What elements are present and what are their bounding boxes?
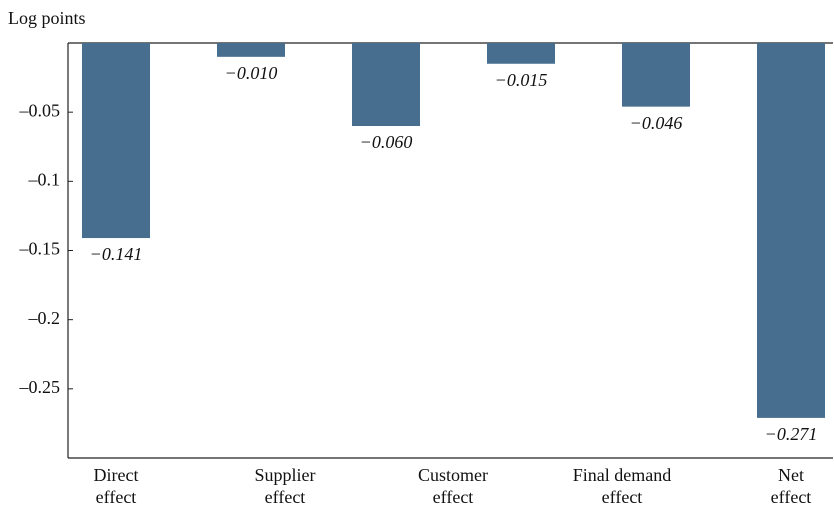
y-axis-label: Log points: [8, 8, 86, 28]
x-tick-label: effect: [602, 487, 643, 507]
y-tick-label: –0.2: [28, 308, 61, 328]
x-tick-label: Supplier: [255, 465, 316, 485]
value-label: −0.010: [225, 63, 278, 83]
bar: [487, 43, 555, 64]
x-tick-label: Net: [778, 465, 804, 485]
value-label: −0.141: [90, 244, 143, 264]
value-label: −0.015: [495, 70, 548, 90]
y-tick-label: –0.05: [19, 100, 61, 120]
bar: [622, 43, 690, 107]
x-tick-label: effect: [96, 487, 137, 507]
y-tick-label: –0.15: [19, 239, 61, 259]
x-tick-label: effect: [433, 487, 474, 507]
bar: [82, 43, 150, 239]
value-label: −0.271: [765, 424, 818, 444]
y-tick-label: –0.25: [19, 377, 61, 397]
x-tick-label: Final demand: [573, 465, 671, 485]
y-tick-label: –0.1: [28, 169, 61, 189]
value-label: −0.046: [630, 113, 683, 133]
bar: [757, 43, 825, 418]
x-tick-label: effect: [771, 487, 812, 507]
x-tick-label: Direct: [94, 465, 139, 485]
x-tick-label: effect: [265, 487, 306, 507]
value-label: −0.060: [360, 132, 413, 152]
x-tick-label: Customer: [418, 465, 488, 485]
bar: [217, 43, 285, 57]
bar: [352, 43, 420, 126]
